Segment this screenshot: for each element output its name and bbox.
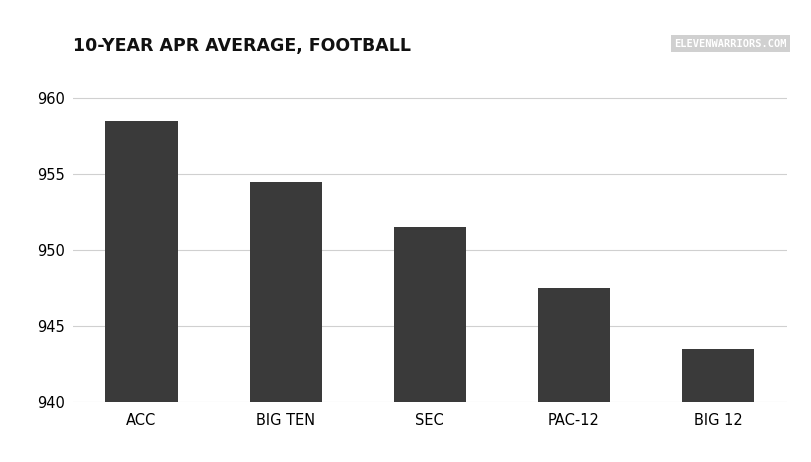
Bar (538, 288, 610, 462)
Text: 10-YEAR APR AVERAGE, FOOTBALL: 10-YEAR APR AVERAGE, FOOTBALL (73, 37, 411, 55)
Bar (394, 227, 466, 462)
Bar (682, 349, 754, 462)
Bar (105, 121, 178, 462)
Text: ELEVENWARRIORS.COM: ELEVENWARRIORS.COM (674, 38, 787, 49)
Bar (250, 182, 322, 462)
